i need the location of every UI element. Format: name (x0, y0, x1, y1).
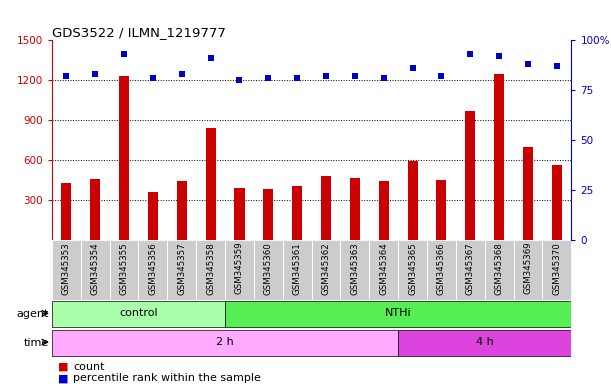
Bar (436, 180, 447, 240)
Text: GSM345359: GSM345359 (235, 242, 244, 295)
Text: 4 h: 4 h (476, 337, 494, 347)
Bar (312, 240, 340, 300)
Bar (369, 240, 398, 300)
Point (148, 75, 158, 81)
Bar (225, 301, 571, 327)
Bar (167, 240, 196, 300)
Text: GSM345369: GSM345369 (524, 242, 533, 295)
Bar (398, 330, 571, 356)
Text: control: control (119, 308, 158, 318)
Bar (283, 240, 312, 300)
Text: GSM345364: GSM345364 (379, 242, 388, 295)
Text: GSM345367: GSM345367 (466, 242, 475, 295)
Bar (350, 178, 360, 240)
Bar (427, 240, 456, 300)
Bar (398, 240, 427, 300)
Bar (465, 111, 475, 240)
Bar (379, 181, 389, 240)
Bar (81, 240, 109, 300)
Point (408, 65, 417, 71)
Bar (205, 128, 216, 240)
Bar (177, 181, 187, 240)
Text: GSM345358: GSM345358 (206, 242, 215, 295)
Text: NTHi: NTHi (385, 308, 411, 318)
Text: ■: ■ (58, 362, 68, 372)
Bar (321, 176, 331, 240)
Text: GSM345370: GSM345370 (552, 242, 562, 295)
Bar (254, 240, 283, 300)
Point (321, 73, 331, 79)
Bar (52, 240, 81, 300)
Point (119, 51, 129, 57)
Bar (52, 301, 225, 327)
Bar (543, 240, 571, 300)
Point (350, 73, 360, 79)
Bar (235, 188, 244, 240)
Text: 2 h: 2 h (216, 337, 234, 347)
Bar (148, 192, 158, 240)
Point (292, 75, 302, 81)
Text: GSM345357: GSM345357 (177, 242, 186, 295)
Point (177, 71, 187, 77)
Text: GSM345361: GSM345361 (293, 242, 302, 295)
Point (90, 71, 100, 77)
Bar (514, 240, 543, 300)
Text: GSM345356: GSM345356 (148, 242, 158, 295)
Point (379, 75, 389, 81)
Text: GSM345355: GSM345355 (120, 242, 128, 295)
Text: time: time (24, 338, 49, 348)
Point (494, 53, 504, 60)
Text: GSM345362: GSM345362 (321, 242, 331, 295)
Point (206, 55, 216, 61)
Text: GSM345363: GSM345363 (350, 242, 359, 295)
Point (552, 63, 562, 70)
Bar (456, 240, 485, 300)
Text: agent: agent (16, 309, 49, 319)
Bar (90, 179, 100, 240)
Bar (485, 240, 514, 300)
Text: GSM345354: GSM345354 (90, 242, 100, 295)
Point (523, 61, 533, 67)
Bar (552, 166, 562, 240)
Bar (263, 189, 273, 240)
Text: GSM345353: GSM345353 (62, 242, 71, 295)
Text: GSM345360: GSM345360 (264, 242, 273, 295)
Bar (523, 147, 533, 240)
Bar (139, 240, 167, 300)
Bar (408, 161, 418, 240)
Text: GSM345365: GSM345365 (408, 242, 417, 295)
Bar (340, 240, 369, 300)
Text: GDS3522 / ILMN_1219777: GDS3522 / ILMN_1219777 (52, 26, 226, 39)
Point (437, 73, 447, 79)
Bar (61, 183, 71, 240)
Bar (119, 76, 129, 240)
Point (62, 73, 71, 79)
Bar (196, 240, 225, 300)
Text: GSM345368: GSM345368 (495, 242, 503, 295)
Point (235, 77, 244, 83)
Text: GSM345366: GSM345366 (437, 242, 446, 295)
Bar (52, 330, 398, 356)
Bar (109, 240, 139, 300)
Point (263, 75, 273, 81)
Point (466, 51, 475, 57)
Bar (292, 186, 302, 240)
Text: ■: ■ (58, 373, 68, 383)
Bar (225, 240, 254, 300)
Text: count: count (73, 362, 105, 372)
Text: percentile rank within the sample: percentile rank within the sample (73, 373, 261, 383)
Bar (494, 74, 504, 240)
